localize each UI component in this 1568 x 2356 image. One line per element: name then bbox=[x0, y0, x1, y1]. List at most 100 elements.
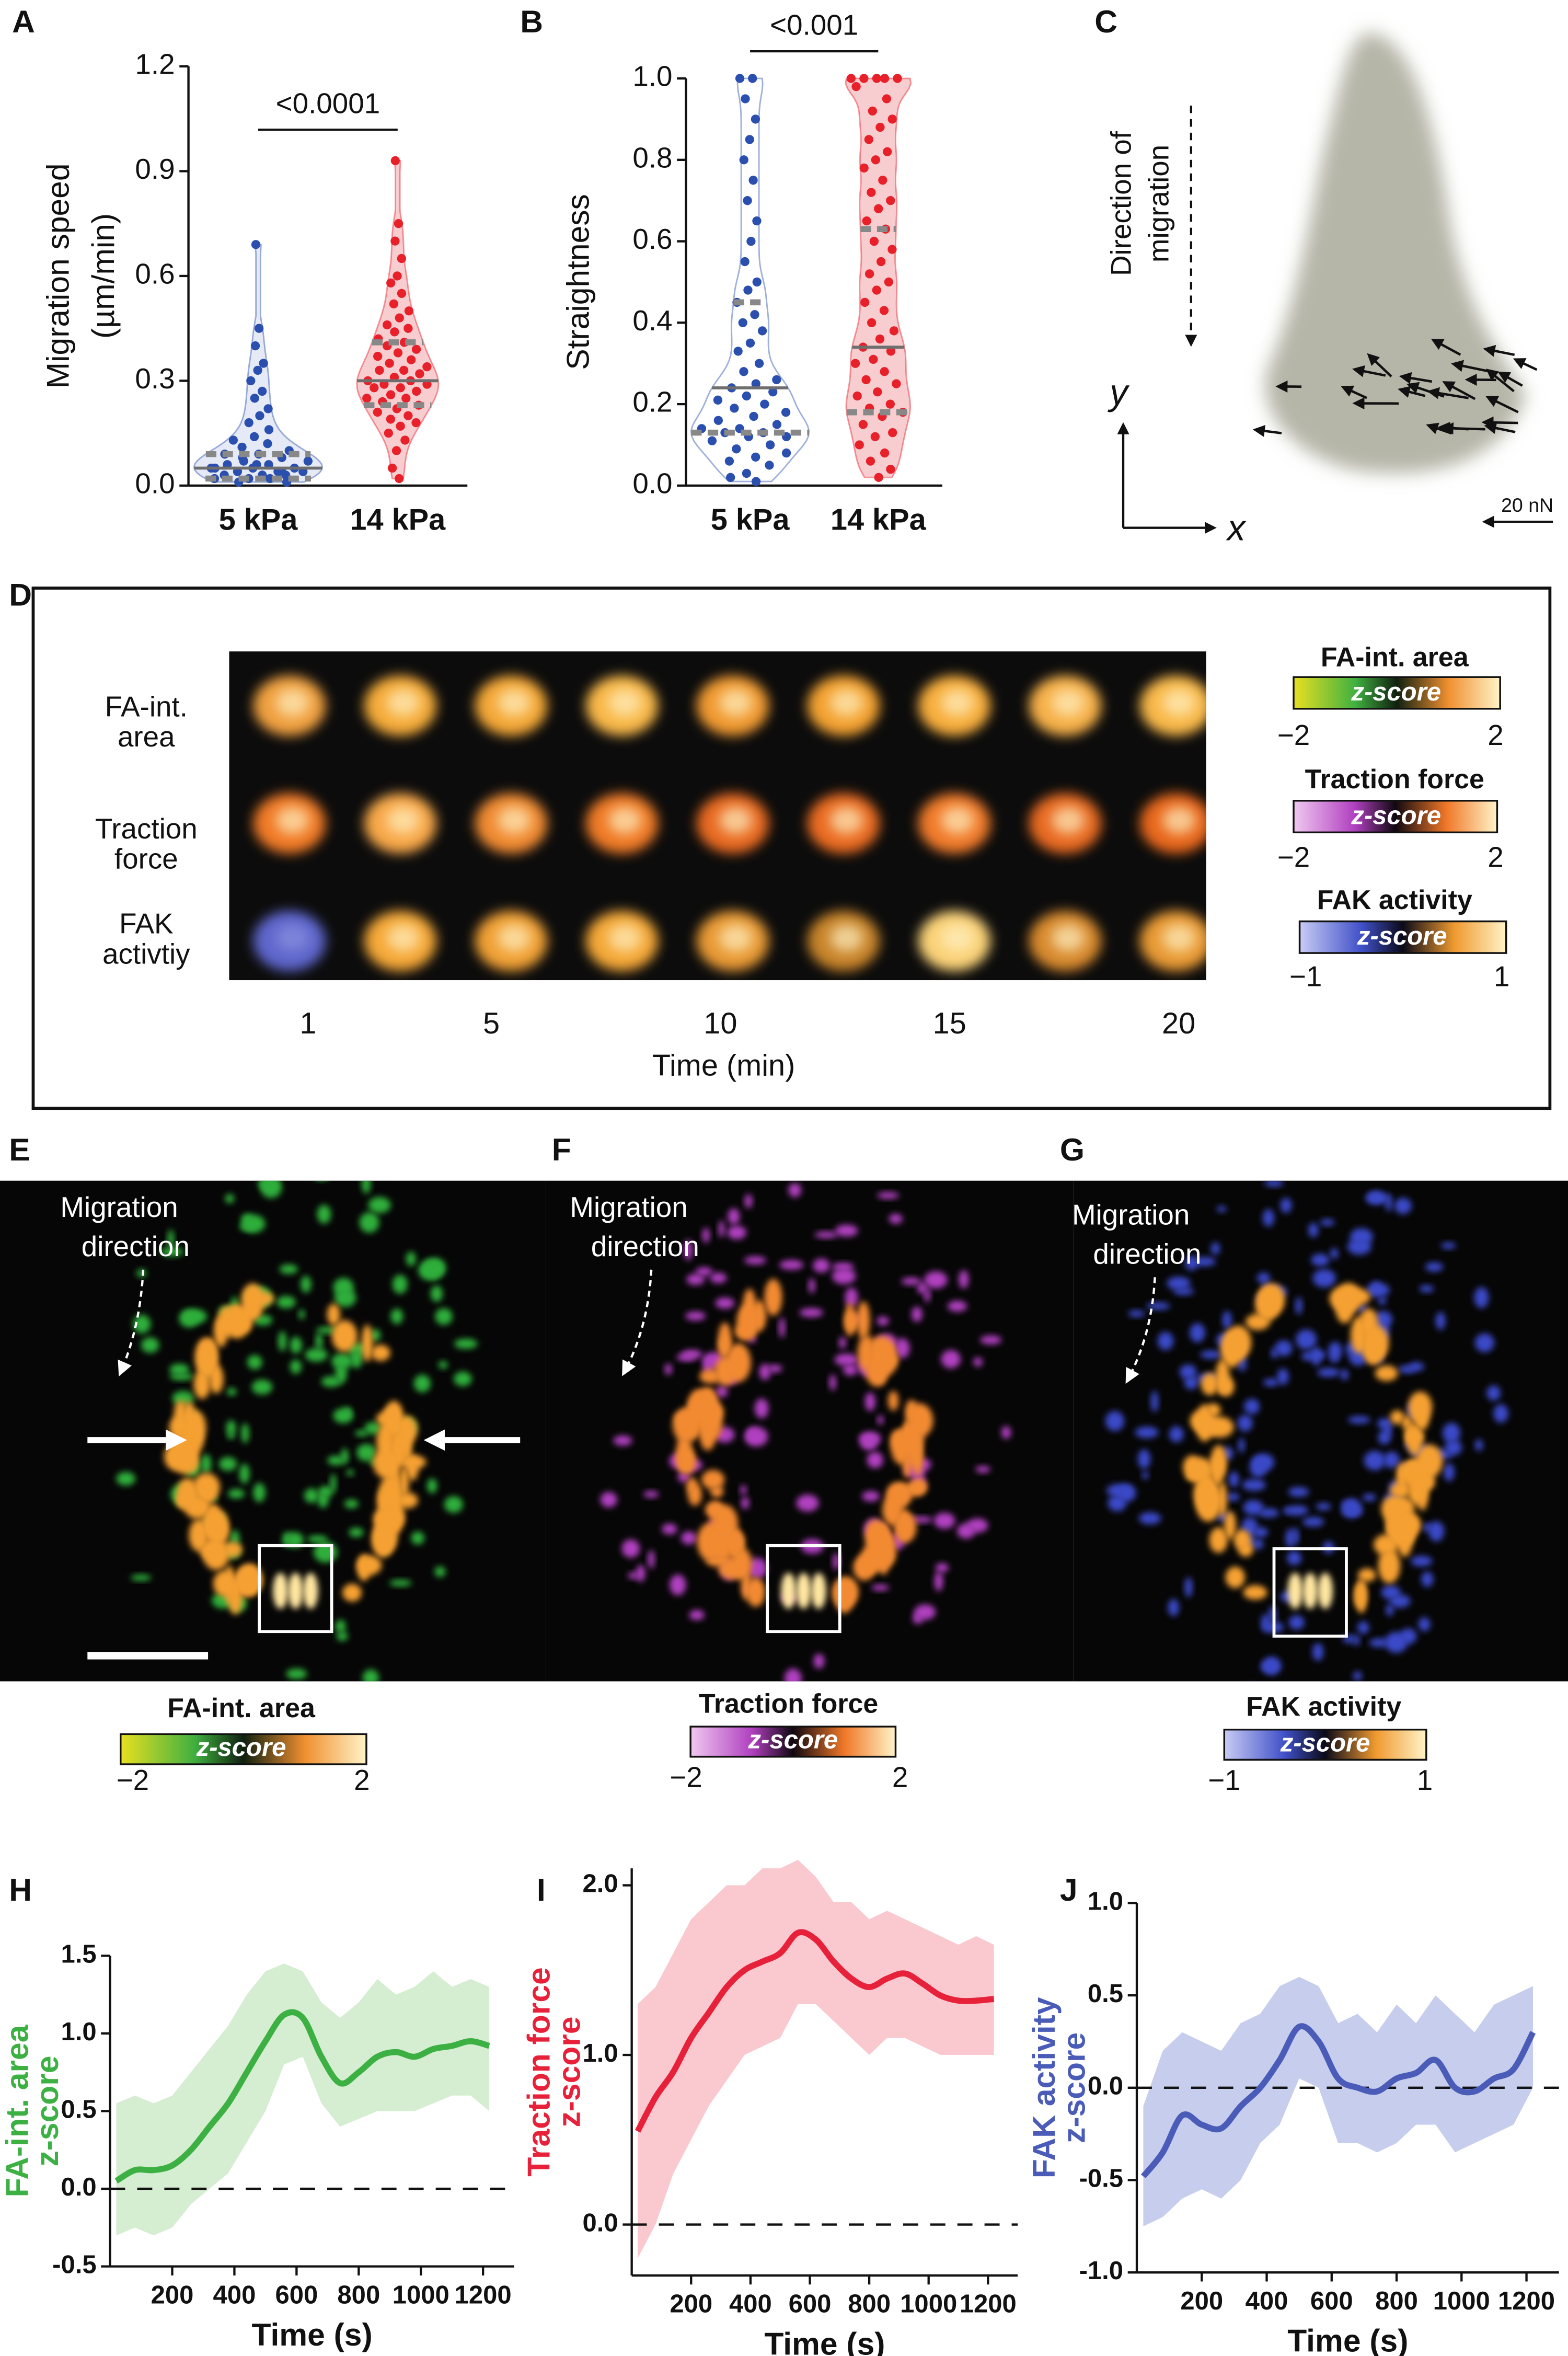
direction-label: Direction of bbox=[1105, 131, 1137, 276]
colorbar-title: FAK activity bbox=[1317, 885, 1472, 915]
speckle bbox=[710, 1272, 727, 1283]
x-tick-label: 1000 bbox=[1433, 2287, 1490, 2315]
data-point bbox=[752, 216, 762, 226]
colorbar-tick: 1 bbox=[1417, 1764, 1433, 1796]
inset-adhesion bbox=[303, 1572, 318, 1609]
speckle bbox=[1443, 1422, 1460, 1443]
adhesion bbox=[1358, 1568, 1376, 1582]
speckle bbox=[227, 1432, 235, 1440]
x-axis-title: Time (s) bbox=[252, 2317, 373, 2352]
speckle bbox=[1411, 1556, 1433, 1567]
data-point bbox=[390, 327, 399, 337]
blob-core bbox=[719, 807, 753, 834]
speckle bbox=[253, 1482, 266, 1502]
data-point bbox=[760, 399, 769, 409]
blob-core bbox=[275, 689, 309, 717]
x-tick-label: 14 kPa bbox=[831, 503, 927, 536]
error-band bbox=[1143, 1976, 1533, 2226]
speckle bbox=[1340, 1369, 1348, 1381]
speckle bbox=[411, 1531, 425, 1545]
data-point bbox=[850, 359, 860, 368]
speckle bbox=[1422, 1523, 1433, 1532]
data-point bbox=[846, 74, 856, 83]
data-point bbox=[707, 436, 717, 445]
y-tick-label: 0.0 bbox=[632, 467, 672, 499]
speckle bbox=[1283, 1508, 1292, 1514]
speckle bbox=[1001, 1426, 1011, 1439]
speckle bbox=[1285, 1528, 1295, 1548]
colorbar-text: z-score bbox=[196, 1733, 286, 1762]
blob-core bbox=[1162, 807, 1196, 834]
speckle bbox=[286, 1532, 304, 1548]
data-point bbox=[851, 82, 861, 91]
blob-core bbox=[386, 807, 420, 834]
inset-adhesion bbox=[1302, 1572, 1318, 1609]
data-point bbox=[886, 347, 896, 356]
data-point bbox=[757, 326, 767, 336]
blob-core bbox=[941, 807, 974, 834]
speckle bbox=[1263, 1378, 1279, 1387]
speckle bbox=[1435, 1312, 1446, 1330]
speckle bbox=[1157, 1331, 1174, 1350]
speckle bbox=[747, 1428, 758, 1442]
speckle bbox=[438, 1361, 448, 1369]
data-point bbox=[385, 359, 394, 368]
y-tick-label: 0.0 bbox=[583, 2209, 618, 2237]
force-arrow bbox=[1442, 381, 1476, 400]
y-tick-label: 0.5 bbox=[61, 2095, 96, 2123]
adhesion bbox=[236, 1564, 263, 1595]
annotation: Migration bbox=[1072, 1198, 1190, 1231]
blob-core bbox=[497, 807, 531, 834]
speckle bbox=[1167, 1277, 1191, 1290]
y-tick-label: 0.0 bbox=[61, 2173, 96, 2201]
data-point bbox=[858, 420, 868, 429]
adhesion bbox=[1193, 1476, 1219, 1510]
adhesion bbox=[1374, 1534, 1399, 1556]
colorbar bbox=[1293, 800, 1498, 834]
annotation: direction bbox=[591, 1230, 699, 1262]
speckle bbox=[702, 1227, 710, 1243]
speckle bbox=[355, 1430, 368, 1436]
direction-label: migration bbox=[1143, 145, 1175, 262]
speckle bbox=[392, 1274, 408, 1294]
speckle bbox=[1385, 1631, 1408, 1653]
speckle bbox=[648, 1550, 655, 1569]
data-point bbox=[745, 338, 755, 348]
blob-core bbox=[829, 924, 863, 952]
adhesion bbox=[1243, 1585, 1267, 1600]
colorbar-title: Traction force bbox=[1305, 764, 1484, 795]
speckle bbox=[427, 1478, 437, 1493]
data-point bbox=[422, 362, 432, 372]
x-tick-label: 800 bbox=[1375, 2287, 1418, 2315]
row-label: FAK bbox=[119, 907, 174, 940]
speckle bbox=[685, 1311, 706, 1321]
speckle bbox=[784, 1668, 802, 1682]
data-point bbox=[866, 456, 875, 466]
speckle bbox=[1353, 1671, 1362, 1681]
panel-c: C Direction of migration y x 20 nN bbox=[1094, 4, 1553, 548]
data-point bbox=[739, 155, 748, 165]
speckle bbox=[1493, 1404, 1508, 1423]
speckle bbox=[133, 1314, 151, 1334]
speckle bbox=[239, 1223, 257, 1231]
speckle bbox=[1364, 1451, 1386, 1470]
speckle bbox=[1146, 1302, 1170, 1310]
speckle bbox=[636, 1565, 645, 1582]
y-tick-label: 0.6 bbox=[632, 223, 672, 255]
data-point bbox=[750, 310, 759, 319]
speckle bbox=[344, 1499, 359, 1509]
adhesion bbox=[697, 1401, 724, 1423]
adhesion bbox=[701, 1469, 725, 1490]
speckle bbox=[279, 1264, 298, 1274]
y-axis-label: FAK activity bbox=[1026, 1997, 1062, 2178]
speckle bbox=[845, 1288, 858, 1307]
adhesion bbox=[1218, 1376, 1235, 1397]
data-point bbox=[411, 418, 421, 428]
speckle bbox=[307, 1535, 328, 1543]
y-tick-label: 0.3 bbox=[135, 362, 175, 395]
adhesion bbox=[1400, 1463, 1421, 1484]
speckle bbox=[1317, 1367, 1340, 1377]
data-point bbox=[765, 461, 774, 470]
blob-core bbox=[497, 689, 531, 717]
blob-core bbox=[719, 689, 753, 717]
